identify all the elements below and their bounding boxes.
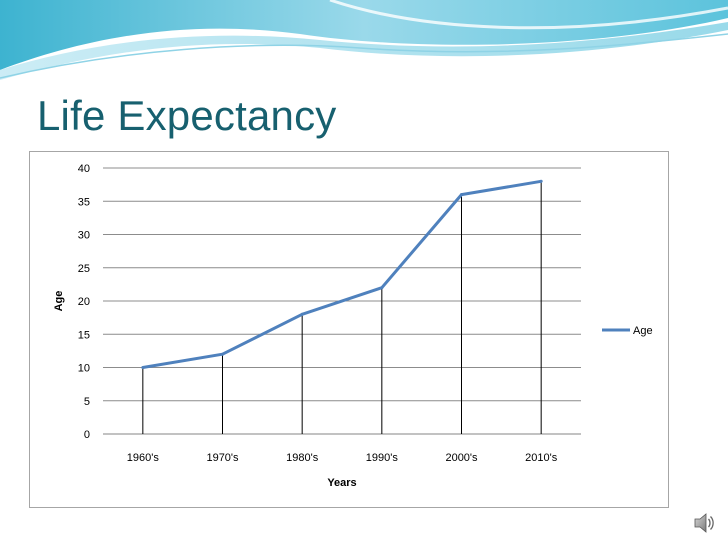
y-axis-title: Age [53,291,65,312]
x-tick-label-5: 2010's [525,452,558,464]
y-tick-label-35: 35 [78,196,90,208]
y-tick-label-30: 30 [78,230,90,242]
data-point-0-0 [141,366,145,369]
chart-area: 0 5 10 15 20 25 30 35 40 1960's 1970's 1980's 1990'… [29,151,669,508]
legend-label-age: Age [633,325,653,337]
x-tick-label-3: 1990's [366,452,399,464]
y-tick-label-0: 0 [84,429,90,441]
header-wave-decoration [0,0,728,80]
chart-legend: Age [602,325,653,337]
y-tick-label-20: 20 [78,296,90,308]
y-tick-label-15: 15 [78,329,90,341]
series-lines [141,179,543,369]
line-chart: 0 5 10 15 20 25 30 35 40 1960's 1970's 1980's 1990'… [53,163,653,489]
y-tick-labels: 0 5 10 15 20 25 30 35 40 [78,163,90,441]
speaker-icon[interactable] [693,511,715,535]
y-tick-label-10: 10 [78,363,90,375]
drop-lines [142,181,542,434]
series-line-0 [142,179,542,369]
x-axis-title: Years [327,477,356,489]
x-tick-label-4: 2000's [445,452,478,464]
y-tick-label-25: 25 [78,263,90,275]
data-point-0-2 [300,312,304,316]
y-tick-label-5: 5 [84,396,90,408]
y-tick-label-40: 40 [78,163,90,175]
data-point-0-3 [380,286,384,290]
data-point-0-1 [221,352,224,356]
x-tick-labels: 1960's 1970's 1980's 1990's 2000's 2010's [127,452,558,464]
x-tick-label-1: 1970's [206,452,239,464]
data-point-0-4 [460,193,463,197]
slide-title: Life Expectancy [37,92,337,139]
data-point-0-5 [539,179,543,183]
x-tick-label-0: 1960's [127,452,160,464]
x-tick-label-2: 1980's [286,452,319,464]
